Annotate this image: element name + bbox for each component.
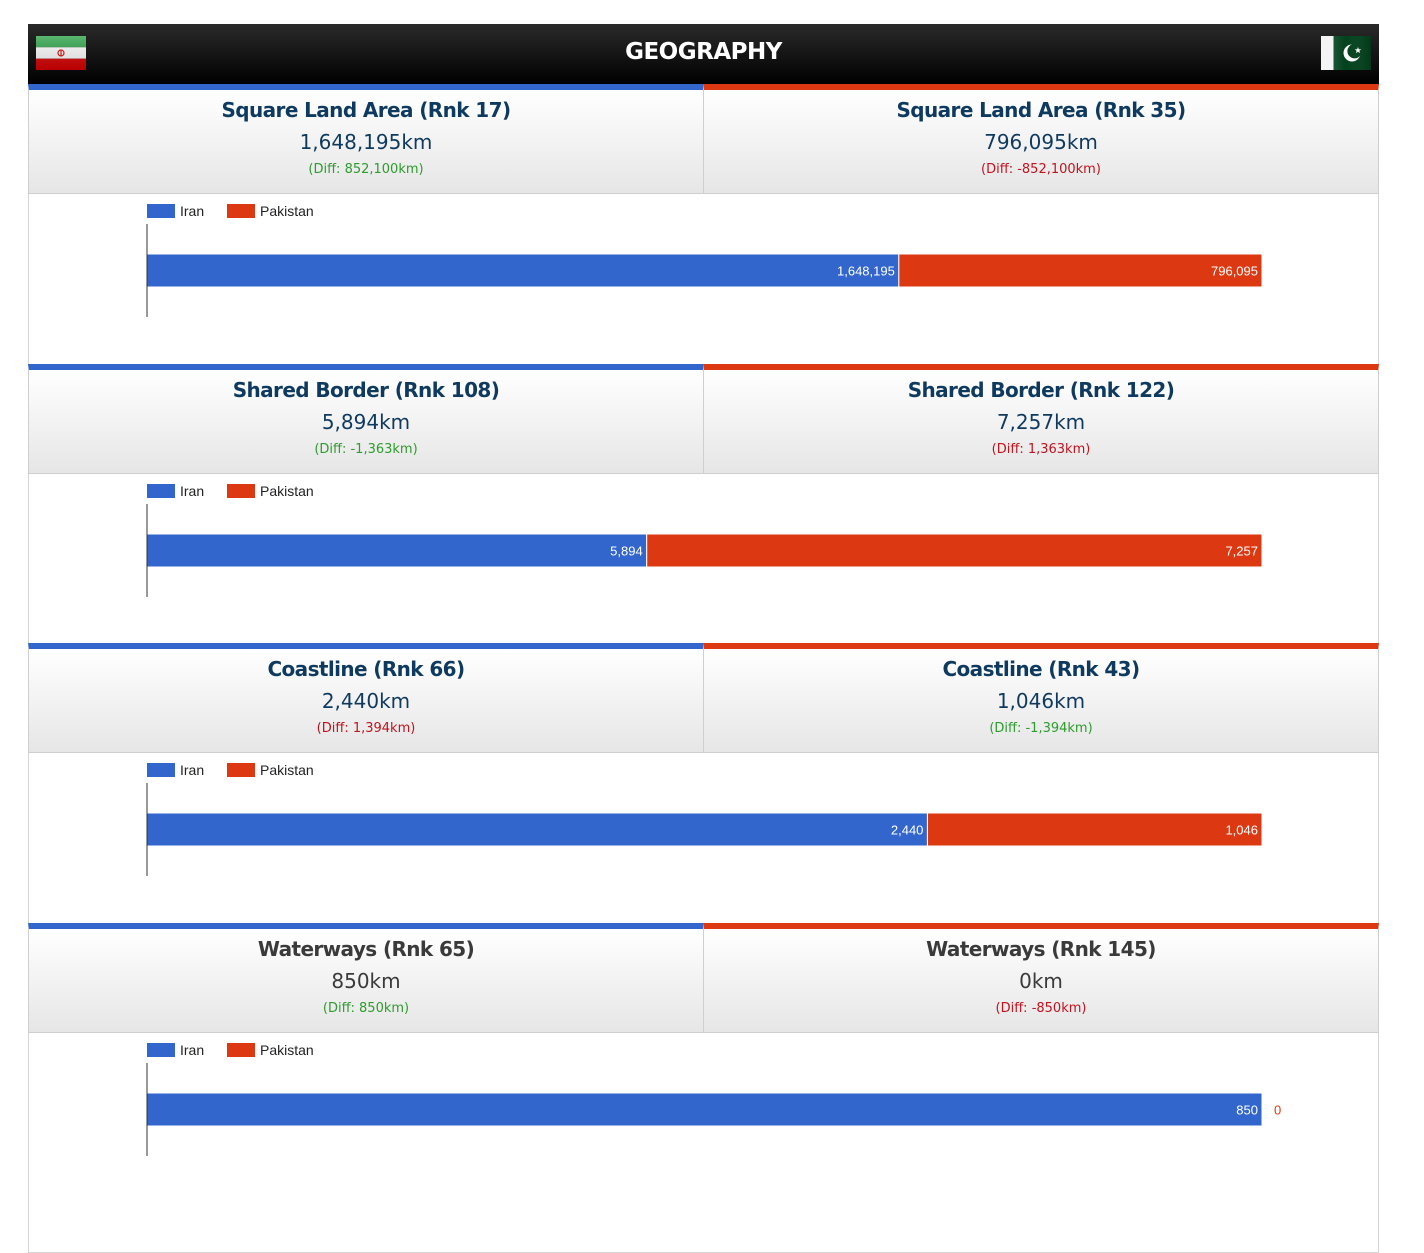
stat-diff: (Diff: -1,363km) xyxy=(314,442,418,457)
stat-label: Coastline (Rnk 43) xyxy=(942,657,1140,681)
legend-swatch xyxy=(147,484,175,498)
bar-iran xyxy=(146,533,648,568)
legend-swatch xyxy=(147,1043,175,1057)
legend-label: Iran xyxy=(180,762,204,778)
stat-diff: (Diff: -1,394km) xyxy=(989,721,1093,736)
stat-value: 0km xyxy=(1019,969,1063,993)
pakistan-stat-header: Square Land Area (Rnk 35) 796,095km (Dif… xyxy=(703,84,1379,194)
bar-iran xyxy=(146,1092,1263,1127)
data-label: 5,894 xyxy=(610,544,643,559)
stat-diff: (Diff: -850km) xyxy=(995,1001,1087,1016)
stat-header-row: Shared Border (Rnk 108) 5,894km (Diff: -… xyxy=(28,364,1379,474)
data-label: 2,440 xyxy=(891,823,924,838)
stat-diff: (Diff: 850km) xyxy=(322,1001,410,1016)
stat-diff: (Diff: 852,100km) xyxy=(308,162,424,177)
stat-label: Square Land Area (Rnk 17) xyxy=(221,98,512,122)
data-label: 796,095 xyxy=(1211,264,1258,279)
legend-label: Iran xyxy=(180,203,204,219)
legend-swatch xyxy=(227,1043,255,1057)
bar-iran xyxy=(146,812,928,847)
iran-stat-header: Shared Border (Rnk 108) 5,894km (Diff: -… xyxy=(28,364,704,474)
pakistan-stat-header: Shared Border (Rnk 122) 7,257km (Diff: 1… xyxy=(703,364,1379,474)
bar-iran xyxy=(146,253,900,288)
legend-label: Pakistan xyxy=(260,483,314,499)
stat-label: Shared Border (Rnk 108) xyxy=(232,378,500,402)
legend-label: Iran xyxy=(180,1042,204,1058)
stat-header-row: Square Land Area (Rnk 17) 1,648,195km (D… xyxy=(28,84,1379,194)
bar-chart-svg: Iran Pakistan 2,440 1,046 xyxy=(146,762,1263,876)
legend-label: Pakistan xyxy=(260,1042,314,1058)
section-title-bar: GEOGRAPHY xyxy=(28,24,1379,84)
bar-pakistan xyxy=(646,533,1263,568)
data-label: 1,648,195 xyxy=(837,264,895,279)
comparison-section: Waterways (Rnk 65) 850km (Diff: 850km) W… xyxy=(28,923,1379,1253)
page-title: GEOGRAPHY xyxy=(625,39,782,65)
legend-swatch xyxy=(227,204,255,218)
stat-header-row: Waterways (Rnk 65) 850km (Diff: 850km) W… xyxy=(28,923,1379,1033)
stat-value: 796,095km xyxy=(984,130,1098,154)
pakistan-stat-header: Coastline (Rnk 43) 1,046km (Diff: -1,394… xyxy=(703,643,1379,753)
comparison-section: Coastline (Rnk 66) 2,440km (Diff: 1,394k… xyxy=(28,643,1379,973)
comparison-chart: Iran Pakistan 850 0 xyxy=(28,1033,1379,1253)
legend-label: Iran xyxy=(180,483,204,499)
iran-stat-header: Coastline (Rnk 66) 2,440km (Diff: 1,394k… xyxy=(28,643,704,753)
iran-flag-icon xyxy=(36,36,86,70)
legend-swatch xyxy=(147,763,175,777)
data-label: 850 xyxy=(1236,1103,1258,1118)
bar-chart-svg: Iran Pakistan 850 0 xyxy=(146,1042,1281,1156)
legend-swatch xyxy=(147,204,175,218)
pakistan-flag-icon xyxy=(1321,36,1371,70)
stat-label: Waterways (Rnk 65) xyxy=(257,937,475,961)
stat-diff: (Diff: 1,363km) xyxy=(991,442,1091,457)
comparison-section: Square Land Area (Rnk 17) 1,648,195km (D… xyxy=(28,84,1379,414)
data-label: 1,046 xyxy=(1225,823,1258,838)
bar-chart-svg: Iran Pakistan 5,894 7,257 xyxy=(146,483,1263,597)
comparison-section: Shared Border (Rnk 108) 5,894km (Diff: -… xyxy=(28,364,1379,694)
stat-value: 1,648,195km xyxy=(299,130,433,154)
legend-swatch xyxy=(227,484,255,498)
bar-chart-svg: Iran Pakistan 1,648,195 796,095 xyxy=(146,203,1263,317)
stat-value: 850km xyxy=(331,969,401,993)
stat-label: Coastline (Rnk 66) xyxy=(267,657,465,681)
data-label: 7,257 xyxy=(1225,544,1258,559)
stat-label: Square Land Area (Rnk 35) xyxy=(896,98,1187,122)
legend-swatch xyxy=(227,763,255,777)
stat-value: 2,440km xyxy=(321,689,411,713)
pakistan-stat-header: Waterways (Rnk 145) 0km (Diff: -850km) xyxy=(703,923,1379,1033)
bar-pakistan xyxy=(926,812,1263,847)
legend-label: Pakistan xyxy=(260,203,314,219)
legend-label: Pakistan xyxy=(260,762,314,778)
stat-header-row: Coastline (Rnk 66) 2,440km (Diff: 1,394k… xyxy=(28,643,1379,753)
bar-pakistan xyxy=(898,253,1263,288)
stat-value: 7,257km xyxy=(996,410,1086,434)
stat-label: Waterways (Rnk 145) xyxy=(926,937,1156,961)
iran-stat-header: Waterways (Rnk 65) 850km (Diff: 850km) xyxy=(28,923,704,1033)
stat-label: Shared Border (Rnk 122) xyxy=(907,378,1175,402)
stat-diff: (Diff: -852,100km) xyxy=(981,162,1101,177)
stat-value: 5,894km xyxy=(321,410,411,434)
data-label: 0 xyxy=(1274,1103,1281,1118)
iran-stat-header: Square Land Area (Rnk 17) 1,648,195km (D… xyxy=(28,84,704,194)
geography-panel: GEOGRAPHY Square Land Area (Rnk 17) xyxy=(28,24,1379,1253)
stat-value: 1,046km xyxy=(996,689,1086,713)
stat-diff: (Diff: 1,394km) xyxy=(316,721,416,736)
